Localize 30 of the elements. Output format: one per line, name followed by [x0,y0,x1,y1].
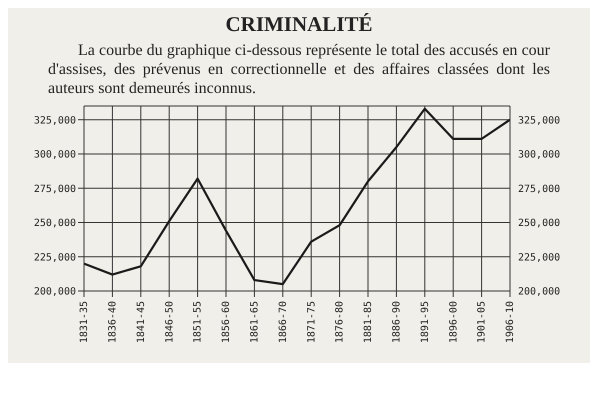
x-tick-label: 1836-40 [108,301,118,344]
y-tick-label: 325,000 [34,115,76,126]
x-tick-label: 1846-50 [164,301,176,344]
x-tick-label: 1841-45 [136,301,147,344]
x-tick-label: 1851-55 [192,301,204,344]
x-tick-label: 1831-35 [79,301,90,344]
x-tick-label: 1876-80 [334,301,346,344]
x-tick-label: 1871-75 [306,301,318,344]
x-tick-label: 1896-00 [448,301,460,344]
y-tick-label: 275,000 [34,184,76,195]
x-tick-label: 1866-70 [278,301,289,344]
x-tick-label: 1881-85 [363,301,374,344]
y2-tick-label: 200,000 [518,286,560,298]
y-tick-label: 300,000 [34,150,76,161]
y2-tick-label: 300,000 [518,150,560,161]
y-tick-label: 200,000 [34,286,76,298]
y2-tick-label: 250,000 [518,218,560,230]
x-tick-label: 1906-10 [505,301,516,344]
y-tick-label: 225,000 [34,252,76,264]
y2-tick-label: 275,000 [518,184,560,195]
chart-subtitle: La courbe du graphique ci-dessous représente le total des accusés en cour d'assises, des prévenus en correctionnelle et des affaires classées dont les auteurs sont demeurés inconnus. [47,41,551,98]
y-tick-label: 250,000 [34,218,76,230]
x-tick-label: 1891-95 [420,301,431,344]
y2-tick-label: 325,000 [518,115,560,126]
x-tick-label: 1901-05 [476,301,488,344]
x-tick-label: 1886-90 [392,301,402,344]
x-tick-label: 1861-65 [250,301,260,344]
x-tick-label: 1856-60 [221,301,232,344]
chart-title: CRIMINALITÉ [224,11,374,37]
y2-tick-label: 225,000 [518,252,560,264]
